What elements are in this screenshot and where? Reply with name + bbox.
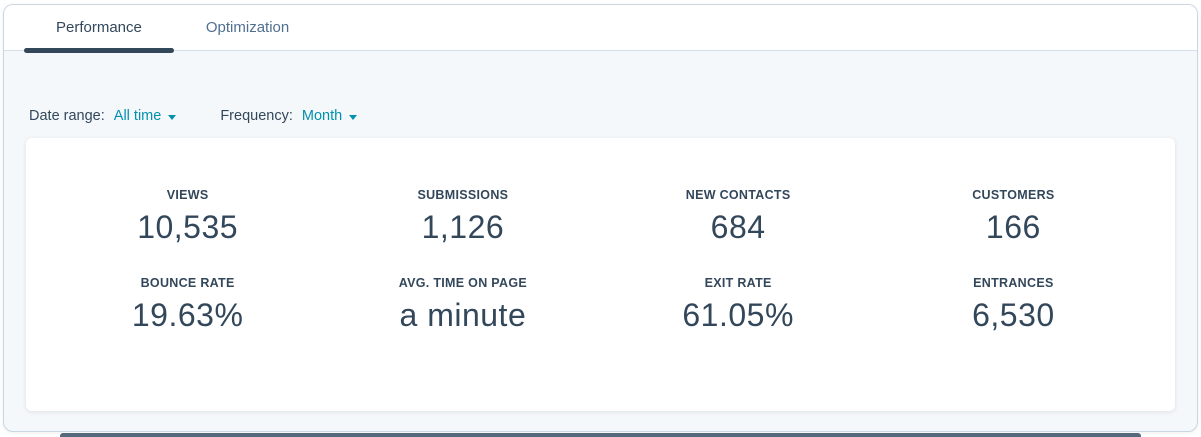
metric-value: 6,530 [972, 297, 1055, 333]
metric-value: 684 [710, 209, 766, 245]
metric-value: 10,535 [137, 209, 239, 245]
metric-entrances: ENTRANCES 6,530 [876, 276, 1151, 334]
date-range-filter: Date range: All time [29, 108, 177, 124]
date-range-dropdown[interactable]: All time [114, 108, 177, 124]
metric-value: 1,126 [421, 209, 505, 245]
frequency-value: Month [301, 108, 343, 124]
metric-label: EXIT RATE [704, 276, 772, 290]
metric-value: a minute [399, 297, 527, 333]
metric-value: 61.05% [682, 297, 794, 333]
filters-row: Date range: All time Frequency: Month [26, 108, 1175, 124]
tab-bar: Performance Optimization [4, 5, 1197, 53]
tab-performance-label: Performance [56, 19, 142, 36]
metric-label: BOUNCE RATE [140, 276, 235, 290]
frequency-label: Frequency: [220, 108, 293, 124]
metric-bounce-rate: BOUNCE RATE 19.63% [50, 276, 325, 334]
metric-new-contacts: NEW CONTACTS 684 [601, 188, 876, 246]
metric-label: CUSTOMERS [972, 188, 1055, 202]
metric-exit-rate: EXIT RATE 61.05% [601, 276, 876, 334]
metric-value: 166 [985, 209, 1041, 245]
chevron-down-icon [349, 114, 358, 120]
frequency-dropdown[interactable]: Month [301, 108, 358, 124]
metric-value: 19.63% [131, 297, 244, 333]
active-tab-indicator [24, 48, 174, 53]
metric-views: VIEWS 10,535 [50, 188, 325, 246]
panel-body: Date range: All time Frequency: Month [4, 51, 1197, 431]
chevron-down-icon [168, 114, 177, 120]
bottom-edge-shadow [60, 433, 1141, 437]
tab-optimization[interactable]: Optimization [174, 5, 321, 50]
metric-submissions: SUBMISSIONS 1,126 [325, 188, 600, 246]
date-range-value: All time [113, 108, 162, 124]
metric-label: NEW CONTACTS [685, 188, 791, 202]
metric-label: SUBMISSIONS [417, 188, 509, 202]
date-range-label: Date range: [29, 108, 105, 124]
metric-customers: CUSTOMERS 166 [876, 188, 1151, 246]
tab-optimization-label: Optimization [205, 19, 290, 36]
metric-label: VIEWS [166, 188, 209, 202]
frequency-filter: Frequency: Month [220, 108, 358, 124]
analytics-panel: Performance Optimization Date range: All… [3, 4, 1198, 432]
metric-label: ENTRANCES [973, 276, 1054, 290]
metrics-card: VIEWS 10,535 SUBMISSIONS 1,126 NEW CONTA… [26, 138, 1175, 411]
metric-avg-time-on-page: AVG. TIME ON PAGE a minute [325, 276, 600, 334]
tab-performance[interactable]: Performance [24, 5, 174, 53]
metrics-grid: VIEWS 10,535 SUBMISSIONS 1,126 NEW CONTA… [50, 188, 1151, 334]
metric-label: AVG. TIME ON PAGE [398, 276, 527, 290]
